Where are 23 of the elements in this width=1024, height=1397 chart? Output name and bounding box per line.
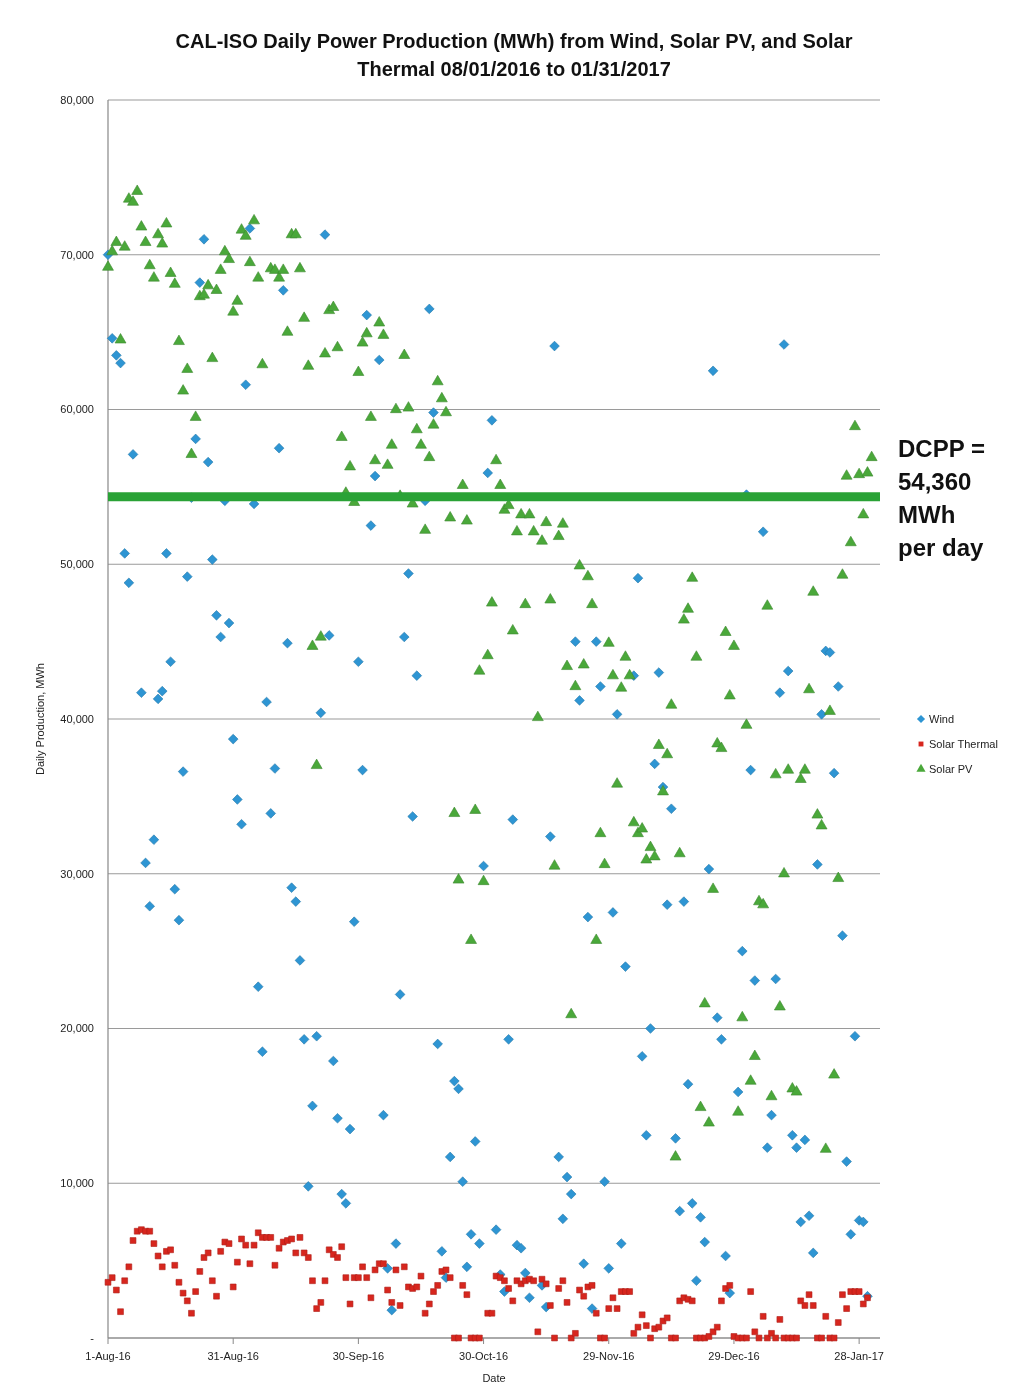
legend-label: Solar PV: [929, 762, 974, 775]
x-tick-label: 30-Oct-16: [459, 1350, 509, 1362]
legend-label: Solar Thermal: [929, 737, 998, 750]
x-tick-label: 30-Sep-16: [332, 1350, 385, 1362]
y-tick-label: 50,000: [60, 558, 94, 571]
x-tick-label: 29-Dec-16: [708, 1350, 760, 1362]
y-tick-label: 10,000: [60, 1177, 94, 1190]
y-tick-label: 40,000: [60, 712, 94, 725]
ref-line-label: DCPP = 54,360 MWh per day: [898, 434, 985, 561]
x-tick-label: 31-Aug-16: [207, 1350, 259, 1362]
y-tick-label: 20,000: [60, 1022, 94, 1035]
x-axis-title: Date: [482, 1372, 506, 1384]
y-tick-label: -: [90, 1331, 95, 1344]
y-tick-label: 80,000: [60, 93, 94, 106]
x-tick-label: 29-Nov-16: [583, 1350, 635, 1362]
x-tick-label: 1-Aug-16: [85, 1350, 131, 1362]
chart-title: CAL-ISO Daily Power Production (MWh) from Wind, Solar PV, and Solar Thermal 08/01/2016 to 01/31/2017: [175, 30, 853, 80]
legend-label: Wind: [929, 712, 955, 725]
x-tick-label: 28-Jan-17: [834, 1350, 884, 1362]
y-tick-label: 60,000: [60, 403, 94, 416]
y-axis-title: Daily Production, MWh: [34, 663, 46, 775]
y-tick-label: 30,000: [60, 867, 94, 880]
y-tick-label: 70,000: [60, 248, 94, 261]
